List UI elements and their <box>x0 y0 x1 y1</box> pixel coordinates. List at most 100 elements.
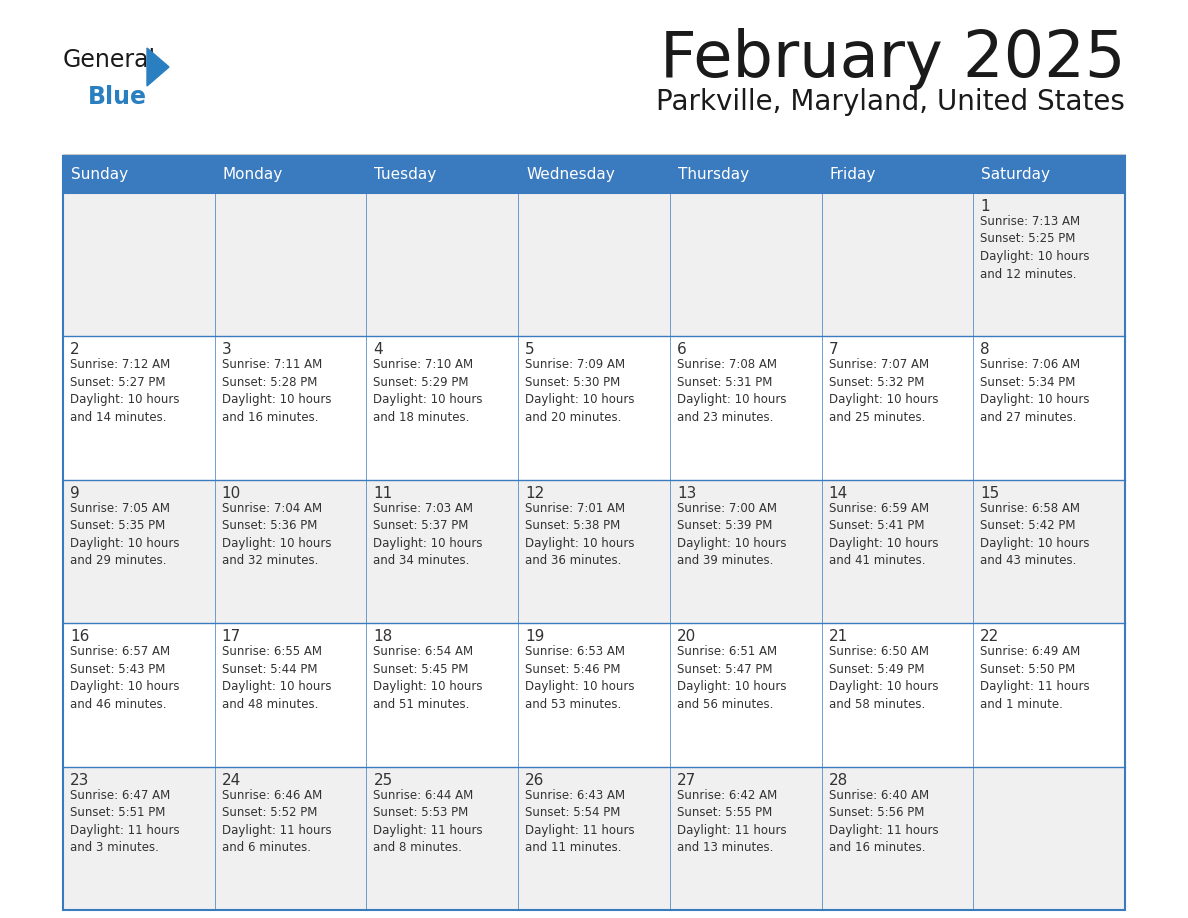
Bar <box>670 193 822 336</box>
Text: 27: 27 <box>677 773 696 788</box>
Bar <box>215 480 366 623</box>
Text: Sunrise: 7:05 AM
Sunset: 5:35 PM
Daylight: 10 hours
and 29 minutes.: Sunrise: 7:05 AM Sunset: 5:35 PM Dayligh… <box>70 502 179 567</box>
Text: Sunday: Sunday <box>71 167 128 182</box>
Text: 13: 13 <box>677 486 696 501</box>
Bar <box>822 767 973 910</box>
Text: Sunrise: 6:44 AM
Sunset: 5:53 PM
Daylight: 11 hours
and 8 minutes.: Sunrise: 6:44 AM Sunset: 5:53 PM Dayligh… <box>373 789 484 854</box>
Text: Friday: Friday <box>829 167 876 182</box>
Text: 5: 5 <box>525 342 535 357</box>
Bar <box>63 193 215 336</box>
Bar <box>670 480 822 623</box>
Text: Monday: Monday <box>222 167 283 182</box>
Text: 7: 7 <box>828 342 839 357</box>
Bar <box>63 767 215 910</box>
Text: Sunrise: 7:01 AM
Sunset: 5:38 PM
Daylight: 10 hours
and 36 minutes.: Sunrise: 7:01 AM Sunset: 5:38 PM Dayligh… <box>525 502 634 567</box>
Bar <box>670 156 822 193</box>
Text: 25: 25 <box>373 773 393 788</box>
Text: 20: 20 <box>677 629 696 644</box>
Text: 28: 28 <box>828 773 848 788</box>
Text: 12: 12 <box>525 486 544 501</box>
Bar <box>518 767 670 910</box>
Text: Sunrise: 6:47 AM
Sunset: 5:51 PM
Daylight: 11 hours
and 3 minutes.: Sunrise: 6:47 AM Sunset: 5:51 PM Dayligh… <box>70 789 179 854</box>
Bar <box>366 623 518 767</box>
Bar <box>366 767 518 910</box>
Bar <box>366 193 518 336</box>
Text: 1: 1 <box>980 199 990 214</box>
Bar <box>973 767 1125 910</box>
Bar <box>215 767 366 910</box>
Bar <box>63 156 215 193</box>
Text: 8: 8 <box>980 342 990 357</box>
Text: 6: 6 <box>677 342 687 357</box>
Text: 3: 3 <box>222 342 232 357</box>
Text: February 2025: February 2025 <box>659 28 1125 90</box>
Bar <box>63 156 1125 910</box>
Text: Sunrise: 6:49 AM
Sunset: 5:50 PM
Daylight: 11 hours
and 1 minute.: Sunrise: 6:49 AM Sunset: 5:50 PM Dayligh… <box>980 645 1089 711</box>
Bar <box>366 156 518 193</box>
Bar <box>822 480 973 623</box>
Text: 26: 26 <box>525 773 544 788</box>
Text: Sunrise: 6:54 AM
Sunset: 5:45 PM
Daylight: 10 hours
and 51 minutes.: Sunrise: 6:54 AM Sunset: 5:45 PM Dayligh… <box>373 645 484 711</box>
Text: Sunrise: 6:46 AM
Sunset: 5:52 PM
Daylight: 11 hours
and 6 minutes.: Sunrise: 6:46 AM Sunset: 5:52 PM Dayligh… <box>222 789 331 854</box>
Text: 19: 19 <box>525 629 544 644</box>
Bar <box>822 623 973 767</box>
Text: 23: 23 <box>70 773 89 788</box>
Bar <box>518 480 670 623</box>
Text: Sunrise: 6:59 AM
Sunset: 5:41 PM
Daylight: 10 hours
and 41 minutes.: Sunrise: 6:59 AM Sunset: 5:41 PM Dayligh… <box>828 502 939 567</box>
Text: 9: 9 <box>70 486 80 501</box>
Bar <box>973 336 1125 480</box>
Bar <box>822 336 973 480</box>
Text: General: General <box>63 48 156 72</box>
Text: Sunrise: 7:04 AM
Sunset: 5:36 PM
Daylight: 10 hours
and 32 minutes.: Sunrise: 7:04 AM Sunset: 5:36 PM Dayligh… <box>222 502 331 567</box>
Bar <box>973 480 1125 623</box>
Text: Sunrise: 6:50 AM
Sunset: 5:49 PM
Daylight: 10 hours
and 58 minutes.: Sunrise: 6:50 AM Sunset: 5:49 PM Dayligh… <box>828 645 939 711</box>
Text: Sunrise: 6:55 AM
Sunset: 5:44 PM
Daylight: 10 hours
and 48 minutes.: Sunrise: 6:55 AM Sunset: 5:44 PM Dayligh… <box>222 645 331 711</box>
Text: Blue: Blue <box>88 85 147 109</box>
Text: Sunrise: 7:09 AM
Sunset: 5:30 PM
Daylight: 10 hours
and 20 minutes.: Sunrise: 7:09 AM Sunset: 5:30 PM Dayligh… <box>525 358 634 424</box>
Text: 4: 4 <box>373 342 383 357</box>
Text: Sunrise: 7:08 AM
Sunset: 5:31 PM
Daylight: 10 hours
and 23 minutes.: Sunrise: 7:08 AM Sunset: 5:31 PM Dayligh… <box>677 358 786 424</box>
Bar <box>670 336 822 480</box>
Text: Sunrise: 6:43 AM
Sunset: 5:54 PM
Daylight: 11 hours
and 11 minutes.: Sunrise: 6:43 AM Sunset: 5:54 PM Dayligh… <box>525 789 634 854</box>
Text: 22: 22 <box>980 629 999 644</box>
Text: 16: 16 <box>70 629 89 644</box>
Bar <box>366 336 518 480</box>
Text: Sunrise: 7:03 AM
Sunset: 5:37 PM
Daylight: 10 hours
and 34 minutes.: Sunrise: 7:03 AM Sunset: 5:37 PM Dayligh… <box>373 502 484 567</box>
Polygon shape <box>147 48 169 86</box>
Text: 15: 15 <box>980 486 999 501</box>
Bar <box>63 336 215 480</box>
Bar <box>822 193 973 336</box>
Bar <box>63 480 215 623</box>
Bar <box>973 156 1125 193</box>
Bar <box>822 156 973 193</box>
Bar <box>670 767 822 910</box>
Bar <box>215 156 366 193</box>
Bar <box>63 623 215 767</box>
Text: Sunrise: 6:58 AM
Sunset: 5:42 PM
Daylight: 10 hours
and 43 minutes.: Sunrise: 6:58 AM Sunset: 5:42 PM Dayligh… <box>980 502 1089 567</box>
Bar <box>670 623 822 767</box>
Text: Sunrise: 7:13 AM
Sunset: 5:25 PM
Daylight: 10 hours
and 12 minutes.: Sunrise: 7:13 AM Sunset: 5:25 PM Dayligh… <box>980 215 1089 281</box>
Text: Sunrise: 6:40 AM
Sunset: 5:56 PM
Daylight: 11 hours
and 16 minutes.: Sunrise: 6:40 AM Sunset: 5:56 PM Dayligh… <box>828 789 939 854</box>
Bar <box>973 193 1125 336</box>
Text: Sunrise: 6:57 AM
Sunset: 5:43 PM
Daylight: 10 hours
and 46 minutes.: Sunrise: 6:57 AM Sunset: 5:43 PM Dayligh… <box>70 645 179 711</box>
Text: 21: 21 <box>828 629 848 644</box>
Text: Sunrise: 6:53 AM
Sunset: 5:46 PM
Daylight: 10 hours
and 53 minutes.: Sunrise: 6:53 AM Sunset: 5:46 PM Dayligh… <box>525 645 634 711</box>
Text: Tuesday: Tuesday <box>374 167 437 182</box>
Bar <box>518 193 670 336</box>
Text: 17: 17 <box>222 629 241 644</box>
Text: Parkville, Maryland, United States: Parkville, Maryland, United States <box>656 88 1125 116</box>
Text: Sunrise: 7:07 AM
Sunset: 5:32 PM
Daylight: 10 hours
and 25 minutes.: Sunrise: 7:07 AM Sunset: 5:32 PM Dayligh… <box>828 358 939 424</box>
Text: Sunrise: 7:11 AM
Sunset: 5:28 PM
Daylight: 10 hours
and 16 minutes.: Sunrise: 7:11 AM Sunset: 5:28 PM Dayligh… <box>222 358 331 424</box>
Bar <box>518 156 670 193</box>
Text: 18: 18 <box>373 629 393 644</box>
Bar <box>973 623 1125 767</box>
Text: 2: 2 <box>70 342 80 357</box>
Text: Thursday: Thursday <box>678 167 748 182</box>
Text: Sunrise: 6:42 AM
Sunset: 5:55 PM
Daylight: 11 hours
and 13 minutes.: Sunrise: 6:42 AM Sunset: 5:55 PM Dayligh… <box>677 789 786 854</box>
Bar <box>215 193 366 336</box>
Text: 24: 24 <box>222 773 241 788</box>
Text: Sunrise: 7:06 AM
Sunset: 5:34 PM
Daylight: 10 hours
and 27 minutes.: Sunrise: 7:06 AM Sunset: 5:34 PM Dayligh… <box>980 358 1089 424</box>
Bar <box>215 623 366 767</box>
Text: Sunrise: 7:10 AM
Sunset: 5:29 PM
Daylight: 10 hours
and 18 minutes.: Sunrise: 7:10 AM Sunset: 5:29 PM Dayligh… <box>373 358 484 424</box>
Text: Sunrise: 7:12 AM
Sunset: 5:27 PM
Daylight: 10 hours
and 14 minutes.: Sunrise: 7:12 AM Sunset: 5:27 PM Dayligh… <box>70 358 179 424</box>
